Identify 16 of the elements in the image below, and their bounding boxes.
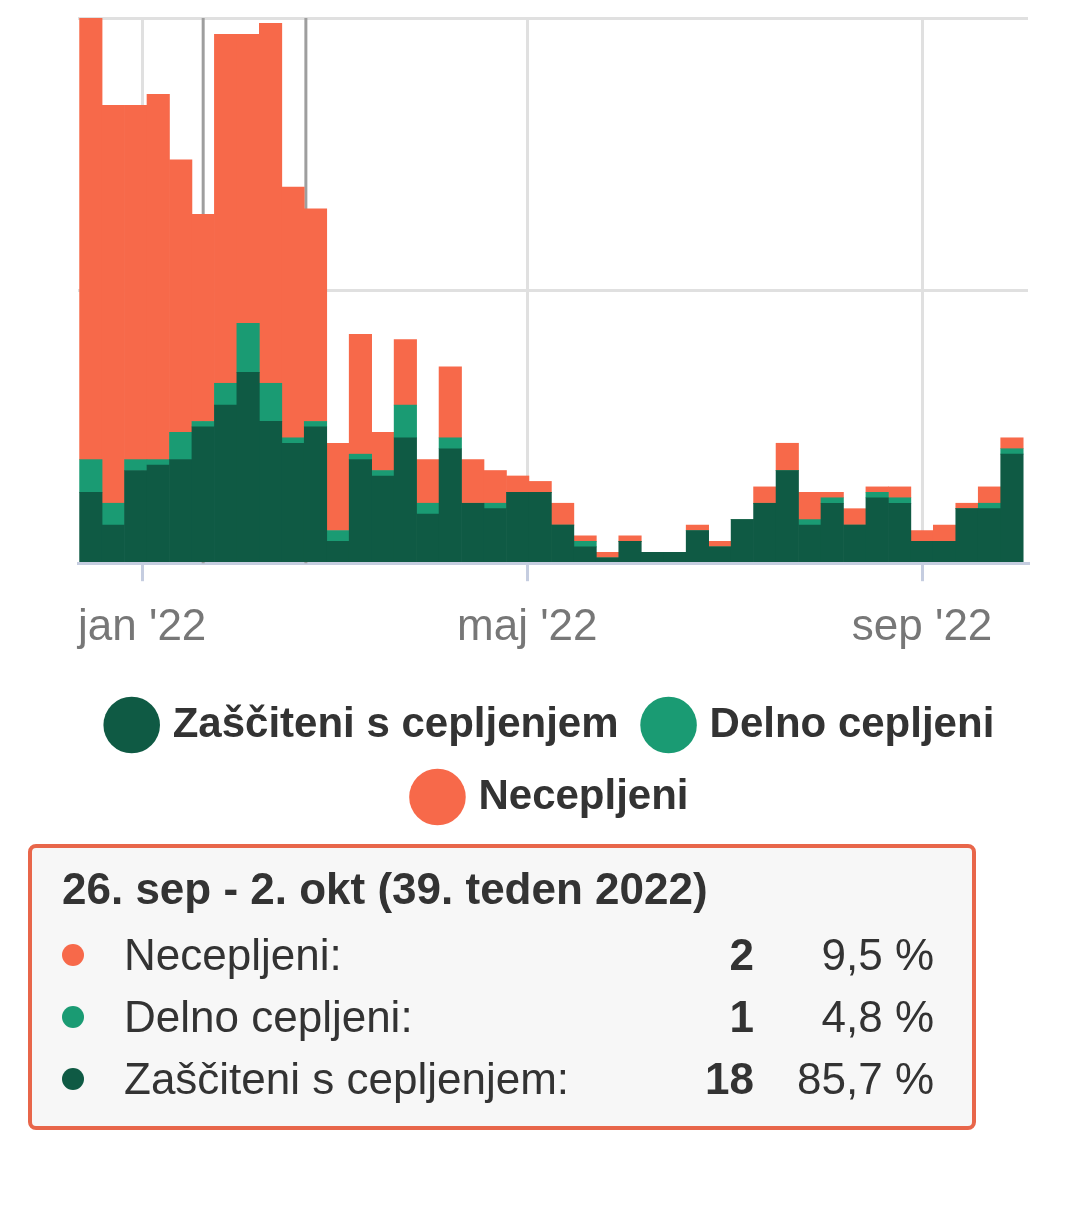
legend-label: Necepljeni: [478, 770, 689, 818]
text: Zaščiteni s cepljenjem:: [124, 1053, 571, 1105]
text: 1: [728, 991, 754, 1043]
x-tick-label: jan '22: [76, 599, 207, 649]
legend-label: Zaščiteni s cepljenjem: [172, 698, 619, 746]
text: 18: [704, 1053, 754, 1105]
text: 85,7 %: [796, 1053, 934, 1105]
text: Delno cepljeni:: [124, 991, 414, 1043]
text: Necepljeni:: [124, 929, 343, 981]
text: 4,8 %: [820, 991, 934, 1043]
text: 26. sep - 2. okt (39. teden 2022): [62, 864, 709, 914]
x-tick-label: sep '22: [851, 599, 993, 649]
text: 2: [728, 929, 754, 981]
legend-label: Delno cepljeni: [709, 698, 995, 746]
text: 9,5 %: [820, 929, 934, 981]
x-tick-label: maj '22: [457, 599, 598, 649]
